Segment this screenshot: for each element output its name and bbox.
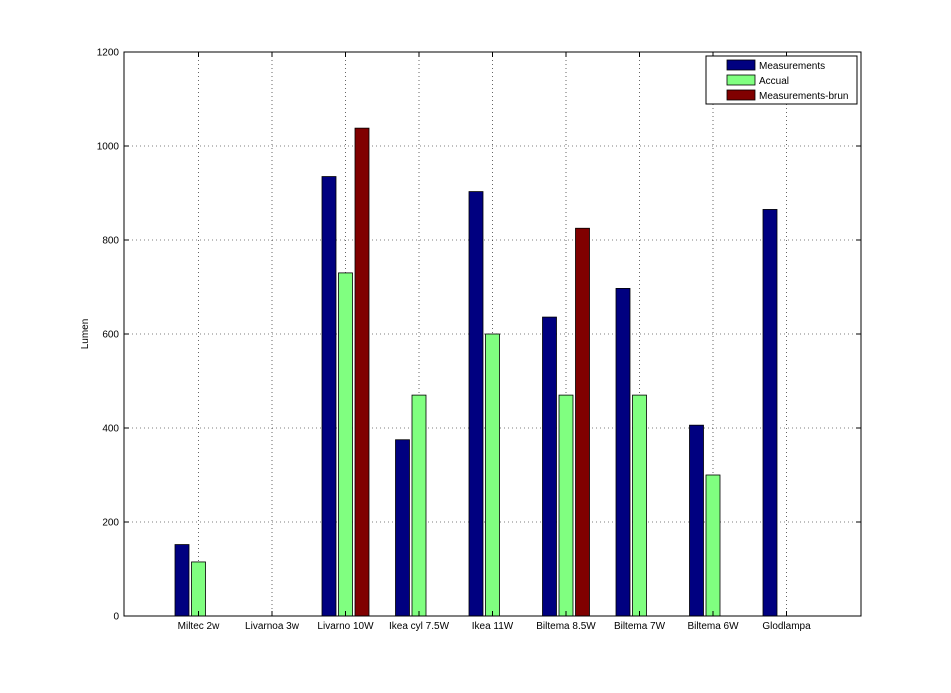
bar [321,176,337,617]
bar [705,474,721,617]
x-tick-label: Livarnoa 3w [245,621,300,632]
legend-label: Measurements-brun [759,91,848,102]
legend-swatch [726,74,756,86]
bar [689,424,704,617]
x-tick-label: Ikea cyl 7.5W [389,621,450,632]
legend-label: Accual [759,76,789,87]
bar [191,561,206,617]
y-axis-ticks: 0 200 400 600 800 1000 1200 [97,48,861,623]
y-tick-label: 0 [113,612,119,623]
bar [354,127,370,617]
x-tick-label: Biltema 8.5W [536,621,596,632]
bar [174,544,190,617]
x-axis-ticks: Miltec 2w Livarnoa 3w Livarno 10W Ikea cyl … [178,52,811,632]
y-axis-label: Lumen [80,319,91,350]
bar [615,288,631,617]
y-tick-label: 400 [102,424,119,435]
bar [558,394,574,617]
bars [174,127,778,617]
legend-swatch [726,59,756,71]
bar [762,209,778,617]
bar [411,394,427,617]
x-tick-label: Miltec 2w [178,621,220,632]
y-tick-label: 600 [102,330,119,341]
legend-swatch [726,89,756,101]
bar [575,227,590,617]
x-tick-label: Glodlampa [762,621,811,632]
y-tick-label: 1200 [97,48,120,59]
x-tick-label: Livarno 10W [317,621,374,632]
legend: Measurements Accual Measurements-brun [705,55,858,105]
legend-label: Measurements [759,61,825,72]
bar [485,333,500,617]
bar [542,316,557,617]
bar [632,394,647,617]
x-tick-label: Biltema 7W [614,621,666,632]
x-tick-label: Ikea 11W [472,621,514,632]
y-tick-label: 200 [102,518,119,529]
x-tick-label: Biltema 6W [687,621,739,632]
bar [468,191,484,617]
y-tick-label: 1000 [97,142,120,153]
y-tick-label: 800 [102,236,119,247]
bar [395,439,410,617]
bar [338,272,353,617]
